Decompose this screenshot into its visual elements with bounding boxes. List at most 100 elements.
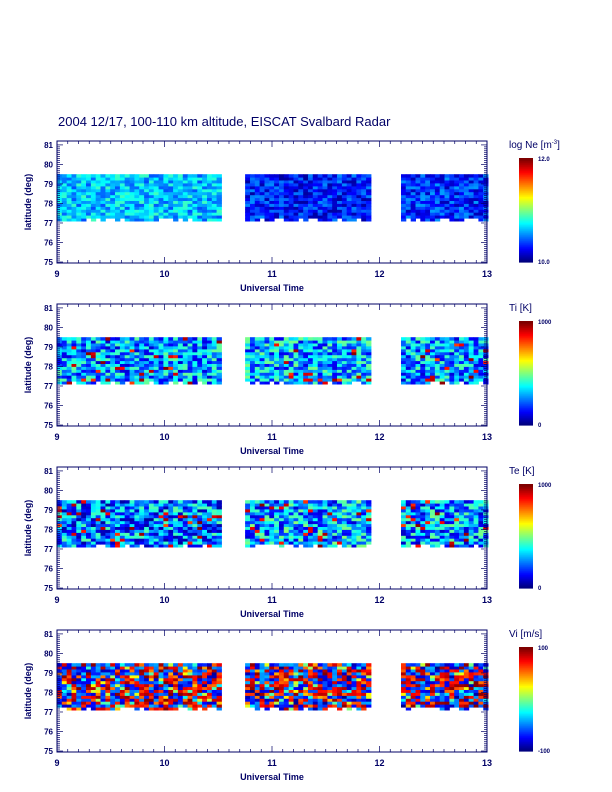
- heatmap-cell: [430, 366, 436, 370]
- heatmap-cell: [483, 369, 489, 373]
- heatmap-cell: [124, 677, 130, 682]
- heatmap-cell: [351, 541, 357, 545]
- heatmap-cell: [250, 538, 256, 542]
- heatmap-cell: [207, 686, 213, 690]
- heatmap-cell: [61, 381, 68, 385]
- heatmap-cell: [279, 200, 285, 204]
- heatmap-cell: [312, 340, 319, 344]
- heatmap-cell: [192, 677, 198, 682]
- heatmap-cell: [259, 174, 265, 178]
- heatmap-cell: [61, 360, 68, 364]
- heatmap-cell: [173, 215, 179, 219]
- heatmap-cell: [139, 209, 145, 213]
- heatmap-cell: [163, 538, 169, 542]
- heatmap-cell: [158, 683, 164, 688]
- heatmap-cell: [332, 381, 338, 385]
- heatmap-cell: [283, 180, 290, 184]
- heatmap-cell: [312, 520, 319, 525]
- heatmap-cell: [100, 366, 106, 370]
- heatmap-cell: [115, 523, 121, 527]
- heatmap-cell: [168, 197, 174, 201]
- heatmap-cell: [322, 180, 328, 184]
- heatmap-cell: [288, 517, 294, 522]
- heatmap-cell: [95, 707, 101, 711]
- heatmap-cell: [61, 203, 68, 207]
- y-tick-label: 80: [44, 486, 53, 495]
- heatmap-cell: [308, 188, 314, 193]
- heatmap-cell: [187, 692, 193, 696]
- heatmap-cell: [95, 375, 101, 379]
- heatmap-cell: [61, 366, 68, 370]
- heatmap-cell: [405, 526, 412, 530]
- heatmap-cell: [288, 360, 294, 364]
- heatmap-cell: [264, 500, 270, 504]
- heatmap-cell: [158, 707, 164, 711]
- heatmap-cell: [158, 366, 164, 370]
- heatmap-cell: [148, 514, 155, 519]
- heatmap-cell: [468, 372, 474, 376]
- heatmap-cell: [187, 538, 193, 542]
- heatmap-cell: [341, 375, 348, 379]
- heatmap-cell: [444, 209, 450, 213]
- heatmap-cell: [129, 506, 135, 510]
- heatmap-cell: [410, 218, 416, 222]
- heatmap-cell: [303, 206, 309, 210]
- heatmap-cell: [168, 500, 174, 504]
- heatmap-cell: [337, 366, 343, 370]
- heatmap-cell: [269, 532, 275, 536]
- heatmap-cell: [269, 185, 275, 190]
- heatmap-cell: [110, 701, 116, 705]
- heatmap-cell: [105, 340, 111, 344]
- heatmap-cell: [90, 666, 97, 670]
- heatmap-cell: [61, 354, 68, 359]
- heatmap-cell: [129, 378, 135, 382]
- heatmap-cell: [66, 369, 72, 373]
- heatmap-cell: [288, 218, 294, 222]
- heatmap-cell: [327, 363, 333, 367]
- heatmap-cell: [134, 683, 140, 688]
- heatmap-cell: [182, 351, 189, 356]
- heatmap-cell: [187, 180, 193, 184]
- heatmap-cell: [76, 203, 82, 207]
- heatmap-cell: [177, 372, 184, 376]
- heatmap-cell: [139, 343, 145, 347]
- heatmap-cell: [245, 174, 251, 178]
- heatmap-cell: [434, 346, 441, 350]
- heatmap-cell: [434, 541, 441, 545]
- heatmap-cell: [293, 535, 299, 539]
- heatmap-cell: [317, 174, 323, 178]
- heatmap-cell: [139, 174, 145, 178]
- heatmap-cell: [173, 704, 179, 708]
- heatmap-cell: [303, 174, 309, 178]
- heatmap-cell: [129, 177, 135, 181]
- heatmap-cell: [444, 532, 450, 536]
- heatmap-cell: [148, 372, 155, 376]
- heatmap-cell: [341, 340, 348, 344]
- heatmap-cell: [100, 215, 106, 219]
- heatmap-cell: [449, 337, 455, 341]
- heatmap-cell: [202, 191, 208, 196]
- heatmap-cell: [115, 378, 121, 382]
- colorbar-segment: [519, 403, 533, 406]
- heatmap-cell: [439, 372, 445, 376]
- heatmap-cell: [327, 218, 333, 222]
- heatmap-cell: [129, 686, 135, 690]
- heatmap-cell: [298, 538, 304, 542]
- heatmap-cell: [245, 212, 251, 216]
- heatmap-cell: [153, 180, 159, 184]
- heatmap-cell: [148, 206, 155, 210]
- colorbar-segment: [519, 413, 533, 416]
- heatmap-cell: [415, 215, 421, 219]
- heatmap-cell: [283, 346, 290, 350]
- colorbar-segment: [519, 214, 533, 217]
- heatmap-cell: [168, 188, 174, 193]
- heatmap-cell: [177, 200, 184, 204]
- heatmap-cell: [245, 526, 251, 530]
- heatmap-cell: [327, 520, 333, 525]
- heatmap-cell: [439, 378, 445, 382]
- heatmap-cell: [425, 363, 431, 367]
- heatmap-cell: [211, 375, 218, 379]
- heatmap-cell: [163, 517, 169, 522]
- heatmap-cell: [468, 200, 474, 204]
